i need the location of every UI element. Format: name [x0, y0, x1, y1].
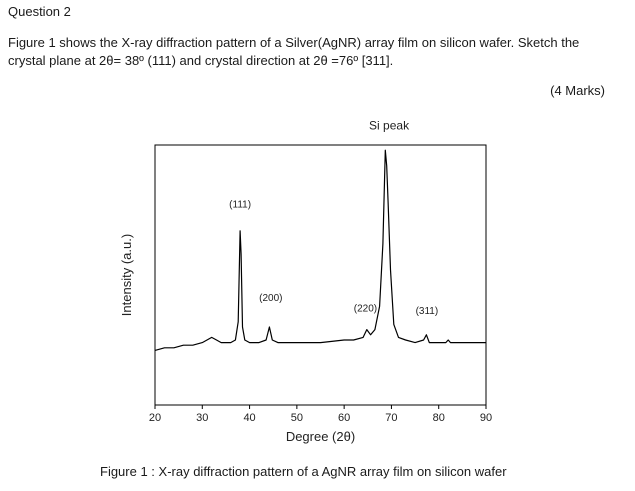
x-tick-label-70: 70 — [385, 412, 397, 424]
x-tick-label-90: 90 — [480, 412, 492, 424]
plot-frame — [154, 144, 487, 406]
xrd-series-line — [154, 149, 486, 351]
marks-label: (4 Marks) — [550, 83, 605, 98]
x-tick-label-20: 20 — [149, 412, 161, 424]
x-tick-label-40: 40 — [243, 412, 255, 424]
xrd-chart: 20 30 40 50 60 70 80 90 Degree (2θ) Intensity (a.… — [119, 118, 492, 444]
question-title: Question 2 — [8, 4, 71, 19]
peak-annotation-si-peak: Si peak — [369, 118, 410, 132]
figure-caption: Figure 1 : X-ray diffraction pattern of … — [100, 464, 507, 479]
peak-annotation-200: (200) — [259, 293, 282, 304]
x-tick-label-50: 50 — [291, 412, 303, 424]
xrd-figure: 20 30 40 50 60 70 80 90 Degree (2θ) Intensity (a.… — [110, 118, 510, 455]
x-axis-label: Degree (2θ) — [286, 429, 355, 444]
peak-annotation-111: (111) — [229, 199, 251, 210]
peak-annotation-311: (311) — [416, 306, 439, 317]
peak-annotation-220: (220) — [354, 303, 377, 314]
x-tick-label-60: 60 — [338, 412, 350, 424]
x-tick-label-80: 80 — [433, 412, 445, 424]
y-axis-label: Intensity (a.u.) — [119, 234, 134, 316]
x-tick-label-30: 30 — [196, 412, 208, 424]
question-body-line-2: crystal plane at 2θ= 38º (111) and cryst… — [8, 53, 394, 68]
question-body: Figure 1 shows the X-ray diffraction pat… — [8, 34, 628, 70]
question-body-line-1: Figure 1 shows the X-ray diffraction pat… — [8, 35, 580, 50]
